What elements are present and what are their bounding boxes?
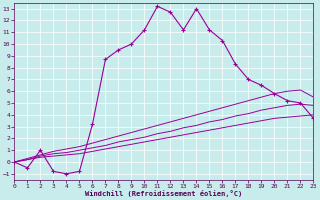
X-axis label: Windchill (Refroidissement éolien,°C): Windchill (Refroidissement éolien,°C): [85, 190, 243, 197]
